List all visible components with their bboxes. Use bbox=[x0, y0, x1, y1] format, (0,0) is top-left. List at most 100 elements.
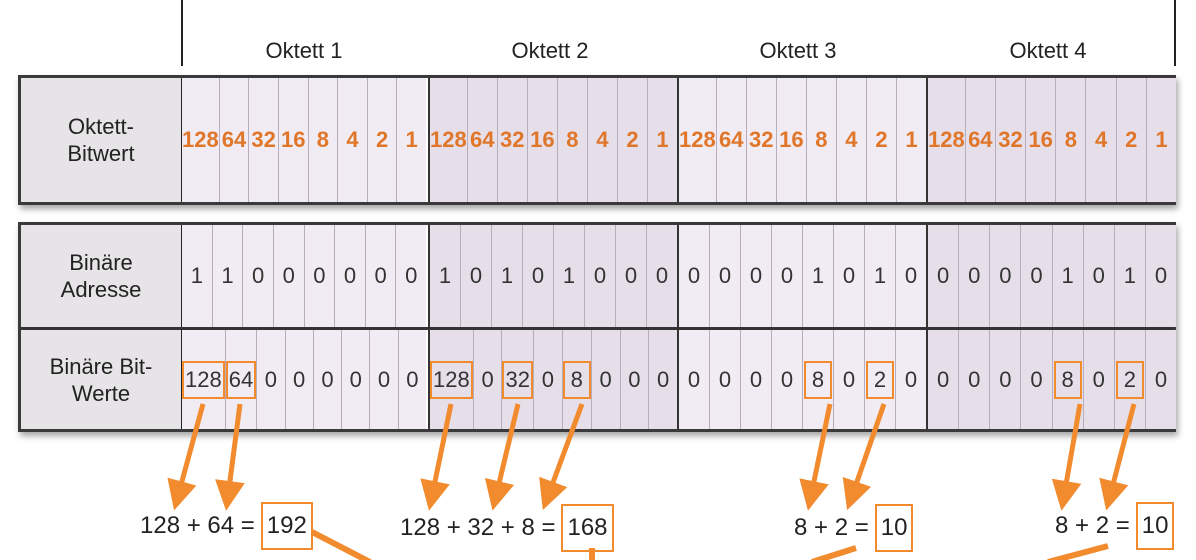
arrow-o2-32 bbox=[484, 403, 521, 511]
arrow-o3-8 bbox=[799, 403, 833, 511]
bitweight-cell: 8 bbox=[807, 78, 837, 202]
bitweight-value: 4 bbox=[346, 127, 359, 152]
binary-cell: 0 bbox=[1084, 225, 1115, 327]
bitweight-value: 2 bbox=[626, 127, 639, 152]
bitvalue-cell: 64 bbox=[225, 330, 258, 429]
arrow-o4-8 bbox=[1051, 403, 1083, 511]
binary-cell: 0 bbox=[1021, 225, 1053, 327]
bitweight-cell: 2 bbox=[1117, 78, 1147, 202]
binary-cell: 0 bbox=[655, 263, 669, 288]
highlighted-bit-value: 2 bbox=[1115, 360, 1144, 399]
bitweight-cell: 32 bbox=[249, 78, 279, 202]
frame-line-right bbox=[1174, 0, 1176, 66]
bitweight-value: 4 bbox=[1094, 127, 1108, 152]
binary-cell: 0 bbox=[679, 225, 710, 327]
bitvalue-cell: 128 bbox=[430, 330, 474, 429]
bitweight-cell: 64 bbox=[220, 78, 250, 202]
equation-2: 128 + 32 + 8 = 168 bbox=[400, 504, 614, 552]
bitvalue-cell: 0 bbox=[257, 330, 286, 429]
binary-cell: 0 bbox=[959, 225, 991, 327]
bitvalue-cell: 0 bbox=[342, 330, 371, 429]
bitweight-value: 32 bbox=[251, 127, 276, 152]
equation-1: 128 + 64 = 192 bbox=[140, 502, 313, 550]
binary-cell: 1 bbox=[803, 225, 834, 327]
equation-3-expr: 8 + 2 = bbox=[794, 514, 869, 541]
bitvalues-row: Binäre Bit- Werte 128 64 0 0 0 0 0 0 128 0 32 0 8 0 0 0 0… bbox=[21, 330, 1176, 429]
equation-4: 8 + 2 = 10 bbox=[1055, 502, 1175, 550]
bitvalue-cell: 0 bbox=[474, 330, 503, 429]
bitvalue-cell: 32 bbox=[502, 330, 534, 429]
bitweight-cell: 16 bbox=[279, 78, 309, 202]
highlighted-bit-value: 2 bbox=[866, 360, 894, 399]
bitweight-value: 8 bbox=[316, 127, 329, 152]
bitvalue-cell: 0 bbox=[370, 330, 399, 429]
bitweight-cell: 16 bbox=[1026, 78, 1057, 202]
binary-cell: 1 bbox=[1053, 225, 1084, 327]
result-line-4 bbox=[1047, 543, 1109, 560]
arrow-o3-2 bbox=[842, 403, 887, 511]
bitvalue-octet-1: 128 64 0 0 0 0 0 0 bbox=[182, 330, 426, 429]
bitweight-value: 1 bbox=[656, 127, 669, 152]
bitvalue-cell: 0 bbox=[406, 366, 419, 392]
bitweight-value: 2 bbox=[1125, 127, 1138, 152]
bitweight-value: 16 bbox=[1028, 127, 1053, 152]
arrow-o4-2 bbox=[1099, 403, 1137, 511]
binary-cell: 0 bbox=[523, 225, 554, 327]
bitweight-cell: 4 bbox=[338, 78, 368, 202]
arrow-o1-64 bbox=[215, 403, 245, 511]
bitvalue-octet-2: 128 0 32 0 8 0 0 0 bbox=[428, 330, 677, 429]
binary-row-label: Binäre Adresse bbox=[21, 225, 184, 327]
bitweight-octet-1: 128 64 32 16 8 4 2 1 bbox=[182, 78, 426, 202]
binary-cell: 0 bbox=[305, 225, 336, 327]
highlighted-bit-value: 128 bbox=[182, 360, 225, 399]
bitweight-value: 128 bbox=[679, 127, 716, 152]
bitvalue-cell: 0 bbox=[314, 330, 343, 429]
bitweight-value: 16 bbox=[530, 127, 555, 152]
bitvalue-cell: 0 bbox=[679, 330, 710, 429]
bitvalue-cell: 0 bbox=[959, 330, 991, 429]
binary-cell: 1 bbox=[865, 225, 896, 327]
binary-cell: 0 bbox=[904, 263, 918, 288]
bitvalue-cell: 2 bbox=[865, 330, 896, 429]
bitweight-value: 32 bbox=[500, 127, 525, 152]
bitweight-value: 16 bbox=[779, 127, 804, 152]
binary-cell: 0 bbox=[741, 225, 772, 327]
bitvalue-cell: 0 bbox=[904, 366, 918, 392]
bitweight-cell: 128 bbox=[430, 78, 468, 202]
bitweight-cell: 4 bbox=[588, 78, 618, 202]
bitvalue-cell: 0 bbox=[1154, 366, 1168, 392]
bitweight-cell: 64 bbox=[717, 78, 747, 202]
equation-3: 8 + 2 = 10 bbox=[794, 504, 914, 552]
bitweight-octet-2: 128 64 32 16 8 4 2 1 bbox=[428, 78, 677, 202]
highlighted-bit-value: 128 bbox=[430, 360, 473, 399]
equation-1-result: 192 bbox=[260, 502, 313, 550]
bitweight-cell: 1 bbox=[897, 78, 926, 202]
bitweight-cell: 32 bbox=[498, 78, 528, 202]
bitweight-cell: 128 bbox=[928, 78, 966, 202]
bitweight-cell: 1 bbox=[397, 78, 426, 202]
binary-cell: 0 bbox=[772, 225, 803, 327]
bitweight-cell: 8 bbox=[309, 78, 339, 202]
bitvalue-cell: 8 bbox=[1053, 330, 1084, 429]
bitweight-value: 4 bbox=[596, 127, 609, 152]
arrow-o2-128 bbox=[420, 403, 454, 511]
bitvalue-cell: 8 bbox=[562, 330, 592, 429]
bitweight-value: 8 bbox=[1064, 127, 1077, 152]
bitweight-value: 4 bbox=[845, 127, 858, 152]
bitvalue-cell: 0 bbox=[834, 330, 865, 429]
binary-cell: 1 bbox=[213, 225, 244, 327]
bitweight-value: 1 bbox=[405, 127, 418, 152]
binary-cell: 1 bbox=[182, 225, 213, 327]
bitweight-cell: 1 bbox=[648, 78, 677, 202]
bitweight-cell: 16 bbox=[528, 78, 558, 202]
equation-2-result: 168 bbox=[561, 504, 614, 552]
binary-cell: 0 bbox=[243, 225, 274, 327]
binary-cell: 0 bbox=[834, 225, 865, 327]
binary-cell: 0 bbox=[366, 225, 397, 327]
bitweight-cell: 8 bbox=[558, 78, 588, 202]
